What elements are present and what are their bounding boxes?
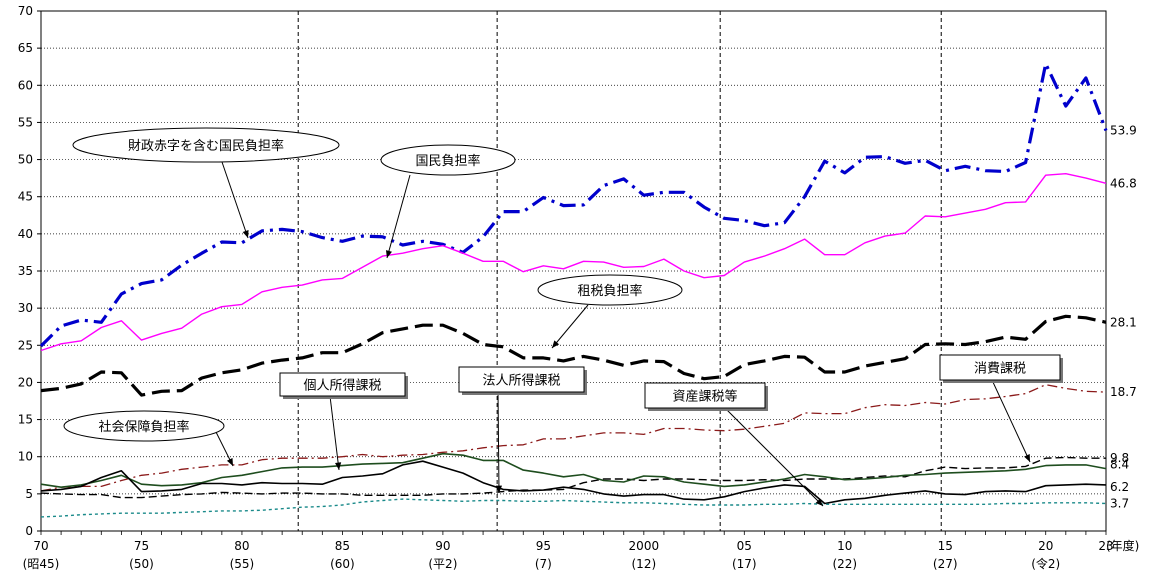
callout-label: 消費課税 [974,361,1026,377]
y-tick-label: 55 [18,115,33,129]
end-label: 9.8 [1110,451,1129,465]
x-tick-sublabel: (7) [535,557,552,571]
x-tick-sublabel: (昭45) [23,557,60,571]
callout-arrowhead [242,230,249,238]
callout: 租税負担率 [537,274,683,349]
callout-ellipse [537,274,683,306]
y-tick-label: 20 [18,375,33,389]
x-tick-label: 70 [33,539,48,553]
x-tick-sublabel: (27) [933,557,958,571]
callout-arrowhead [226,458,233,466]
callout-arrow [386,174,411,259]
callout-arrowhead [815,498,823,506]
y-tick-label: 30 [18,301,33,315]
series-line-3 [40,314,1107,397]
callout-label: 資産課税等 [672,389,737,405]
series-line-2 [40,173,1107,352]
end-label: 46.8 [1110,176,1137,190]
series-line-8 [40,498,1107,518]
reference-lines [297,11,942,531]
y-tick-label: 25 [18,338,33,352]
callout-label: 社会保障負担率 [98,419,189,435]
y-tick-label: 5 [25,487,33,501]
x-tick-label: 90 [435,539,450,553]
series-line-4 [40,384,1107,492]
callout-arrow [724,407,824,507]
series-line-1 [39,62,1108,348]
callout-ellipse [72,127,340,163]
x-tick-sublabel: (17) [732,557,757,571]
callout-ellipse [380,144,516,176]
callout-arrowhead [552,340,560,348]
x-tick-sublabel: (平2) [428,557,457,571]
series-line-7 [40,460,1107,505]
x-tick-label: 95 [536,539,551,553]
x-tick-sublabel: (60) [330,557,355,571]
callout: 法人所得課税 [458,366,587,494]
end-label: 8.4 [1110,458,1129,472]
callout-arrow [497,391,500,494]
end-label: 28.1 [1110,315,1137,329]
callout-arrow [329,395,340,471]
callout-label: 個人所得課税 [303,378,381,394]
callout-arrowhead [335,462,342,470]
callout-arrow [221,161,249,239]
x-tick-label: 80 [234,539,249,553]
callout: 国民負担率 [380,144,516,259]
y-tick-label: 0 [25,524,33,538]
x-tick-sublabel: (令2) [1031,556,1060,571]
callout: 個人所得課税 [279,372,408,471]
y-tick-label: 60 [18,78,33,92]
end-label: 3.7 [1110,497,1129,511]
callout: 資産課税等 [644,382,824,507]
x-tick-label: 05 [737,539,752,553]
series-line-6 [40,452,1107,488]
callout-arrowhead [495,485,503,493]
end-label: 53.9 [1110,124,1137,138]
series-line-5 [40,456,1106,499]
y-tick-label: 15 [18,413,33,427]
callout-arrow [551,304,589,349]
callout-arrow [991,379,1031,463]
x-axis-label: (年度) [1106,538,1139,553]
callout-arrowhead [1024,454,1030,462]
callout-box [458,366,585,393]
callout: 財政赤字を含む国民負担率 [72,127,340,239]
x-tick-sublabel: (12) [632,557,657,571]
callout-box [279,372,406,397]
callout-label: 財政赤字を含む国民負担率 [128,138,284,154]
x-tick-label: 20 [1038,539,1053,553]
x-tick-label: 15 [938,539,953,553]
y-tick-label: 35 [18,264,33,278]
series-lines [39,62,1108,518]
callout-label: 国民負担率 [415,153,480,169]
y-tick-label: 40 [18,227,33,241]
x-tick-label: 85 [335,539,350,553]
callout-label: 租税負担率 [577,283,642,299]
end-label: 6.2 [1110,480,1129,494]
callout-label: 法人所得課税 [482,373,560,389]
callout-ellipse [63,410,225,442]
callout: 社会保障負担率 [63,410,234,467]
end-label: 18.7 [1110,385,1137,399]
y-tick-label: 50 [18,153,33,167]
callout-arrowhead [385,250,392,258]
y-tick-label: 45 [18,190,33,204]
end-labels: 53.9 46.8 28.1 18.7 9.88.4 6.2 3.7 [1110,124,1137,511]
callout-box [939,354,1061,381]
x-tick-sublabel: (22) [832,557,857,571]
callout-box [644,382,766,409]
x-tick-sublabel: (55) [230,557,255,571]
callout: 消費課税 [939,354,1063,463]
y-tick-label: 10 [18,450,33,464]
x-tick-label: 75 [134,539,149,553]
y-tick-label: 65 [18,41,33,55]
x-tick-label: 23 [1098,539,1113,553]
x-tick-label: 10 [837,539,852,553]
x-tick-sublabel: (50) [129,557,154,571]
x-tick-label: 2000 [629,539,660,553]
y-tick-label: 70 [18,4,33,18]
